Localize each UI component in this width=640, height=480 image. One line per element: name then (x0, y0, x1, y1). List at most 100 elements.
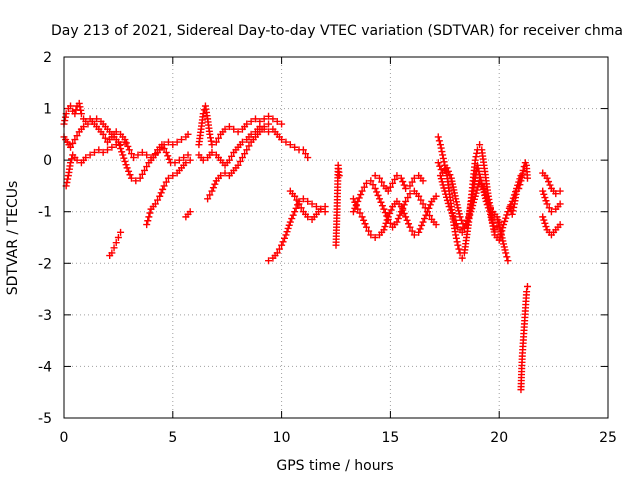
data-point (156, 192, 164, 200)
data-point (291, 192, 299, 200)
data-point (121, 138, 129, 146)
data-point (437, 144, 445, 152)
data-point (546, 181, 554, 189)
data-point (265, 120, 273, 128)
data-point (391, 175, 399, 183)
series-trace-h (195, 123, 312, 169)
data-point (406, 182, 414, 190)
data-point (498, 227, 506, 235)
data-point (82, 154, 90, 162)
data-point (381, 209, 389, 217)
data-point (394, 215, 402, 223)
data-point (238, 138, 246, 146)
data-point (418, 221, 426, 229)
data-point (434, 133, 442, 141)
data-point (273, 249, 281, 257)
data-point (485, 207, 493, 215)
data-point (404, 194, 412, 202)
data-point (299, 195, 307, 203)
data-point (402, 213, 410, 221)
series-trace-c (62, 138, 129, 190)
data-point (291, 208, 299, 216)
data-point (120, 154, 128, 162)
data-point (63, 178, 71, 186)
data-point (439, 181, 447, 189)
data-point (67, 159, 75, 167)
data-point (552, 190, 560, 198)
data-point (444, 199, 452, 207)
data-point (151, 150, 159, 158)
data-point (124, 142, 132, 150)
data-point (160, 145, 168, 153)
data-point (130, 154, 138, 162)
data-point (539, 213, 547, 221)
data-point (269, 115, 277, 123)
data-point (265, 257, 273, 265)
y-tick-label: 2 (43, 50, 52, 66)
data-point (164, 152, 172, 160)
series-trace-l (332, 161, 343, 249)
data-point (285, 221, 293, 229)
series-trace-w (539, 213, 564, 239)
data-point (143, 221, 151, 229)
data-point (361, 220, 369, 228)
data-point (281, 234, 289, 242)
data-point (437, 175, 445, 183)
data-point (504, 257, 512, 265)
data-point (265, 112, 273, 120)
data-point (416, 225, 424, 233)
data-point (162, 178, 170, 186)
data-point (241, 150, 249, 158)
data-point (408, 227, 416, 235)
data-point (108, 143, 116, 151)
data-point (127, 174, 135, 182)
data-point (304, 154, 312, 162)
x-tick-label: 15 (381, 430, 399, 446)
data-point (396, 211, 404, 219)
data-point (93, 115, 101, 123)
data-point (184, 151, 192, 159)
data-point (501, 217, 509, 225)
series-trace-u (539, 169, 564, 198)
data-point (221, 125, 229, 133)
data-point (173, 138, 181, 146)
data-point (121, 157, 129, 165)
series-trace-k (286, 187, 329, 223)
data-point (169, 172, 177, 180)
data-point (69, 139, 77, 147)
data-point (164, 138, 172, 146)
data-point (523, 288, 531, 296)
data-point (508, 210, 516, 218)
data-point (556, 221, 564, 229)
data-point (164, 174, 172, 182)
data-point (402, 185, 410, 193)
data-point (542, 197, 550, 205)
data-point (112, 239, 120, 247)
data-point (294, 201, 302, 209)
data-point (371, 234, 379, 241)
data-point (518, 173, 526, 181)
x-tick-label: 5 (168, 430, 177, 446)
data-point (125, 167, 133, 175)
data-point (539, 187, 547, 195)
data-point (217, 172, 225, 180)
data-point (504, 208, 512, 216)
data-point (95, 146, 103, 154)
data-point (289, 211, 297, 219)
data-point (371, 172, 379, 180)
data-point (321, 203, 329, 211)
data-point (73, 132, 81, 140)
data-point (275, 245, 283, 253)
data-point (312, 203, 320, 211)
data-point (495, 236, 503, 244)
axis-ticks: 0 5 10 15 20 25 -5 -4 -3 -2 -1 0 1 2 (38, 50, 617, 446)
data-point (472, 153, 480, 161)
data-point (354, 197, 362, 205)
y-tick-label: -5 (38, 411, 52, 427)
data-point (541, 219, 549, 227)
data-point (225, 123, 233, 131)
series-trace-t (517, 282, 531, 394)
data-point (73, 156, 81, 164)
data-point (452, 234, 460, 242)
data-point (443, 164, 451, 172)
